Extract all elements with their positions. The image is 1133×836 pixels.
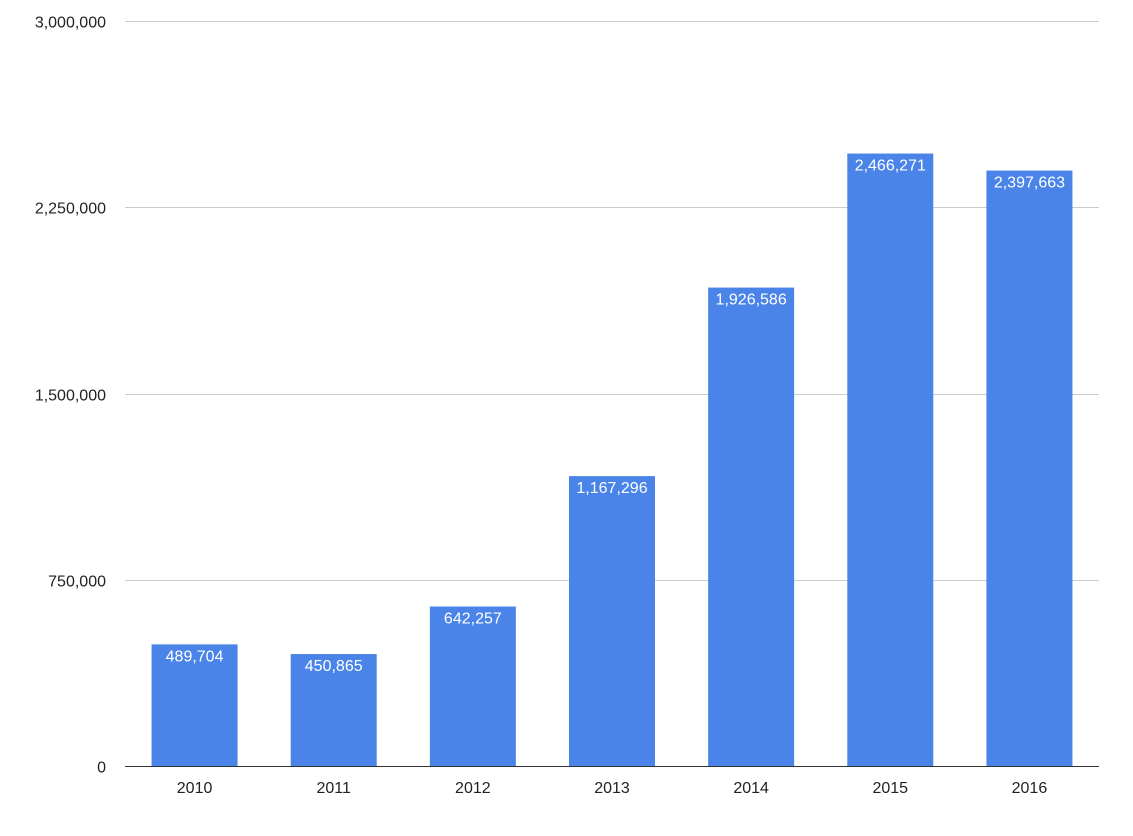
data-label-2013: 1,167,296 xyxy=(576,480,647,497)
data-label-2015: 2,466,271 xyxy=(855,158,926,175)
y-axis-ticks: 0 750,000 1,500,000 2,250,000 3,000,000 xyxy=(35,15,106,777)
y-tick-label: 2,250,000 xyxy=(35,201,106,218)
y-tick-label: 1,500,000 xyxy=(35,388,106,405)
y-tick-label: 750,000 xyxy=(48,574,106,591)
data-label-2014: 1,926,586 xyxy=(716,292,787,309)
x-tick-label: 2016 xyxy=(1012,780,1048,797)
data-label-2016: 2,397,663 xyxy=(994,175,1065,192)
x-tick-label: 2013 xyxy=(594,780,630,797)
data-label-2011: 450,865 xyxy=(305,658,363,675)
bar-2015 xyxy=(847,153,934,766)
bar-2014 xyxy=(708,287,795,766)
data-label-2012: 642,257 xyxy=(444,611,502,628)
x-tick-label: 2012 xyxy=(455,780,491,797)
bar-2012 xyxy=(429,606,516,766)
y-tick-label: 3,000,000 xyxy=(35,15,106,32)
bars xyxy=(151,153,1073,767)
x-tick-label: 2014 xyxy=(733,780,769,797)
data-labels: 489,704 450,865 642,257 1,167,296 1,926,586 2… xyxy=(166,158,1065,675)
x-tick-label: 2010 xyxy=(177,780,213,797)
x-axis-ticks: 2010 2011 2012 2013 2014 2015 2016 xyxy=(177,780,1048,797)
bar-2016 xyxy=(986,170,1073,767)
y-tick-label: 0 xyxy=(97,760,106,777)
bar-2010 xyxy=(151,644,238,766)
x-tick-label: 2015 xyxy=(872,780,908,797)
data-label-2010: 489,704 xyxy=(166,648,224,665)
bar-2013 xyxy=(569,476,655,766)
x-tick-label: 2011 xyxy=(317,780,352,797)
bar-2011 xyxy=(290,654,377,766)
